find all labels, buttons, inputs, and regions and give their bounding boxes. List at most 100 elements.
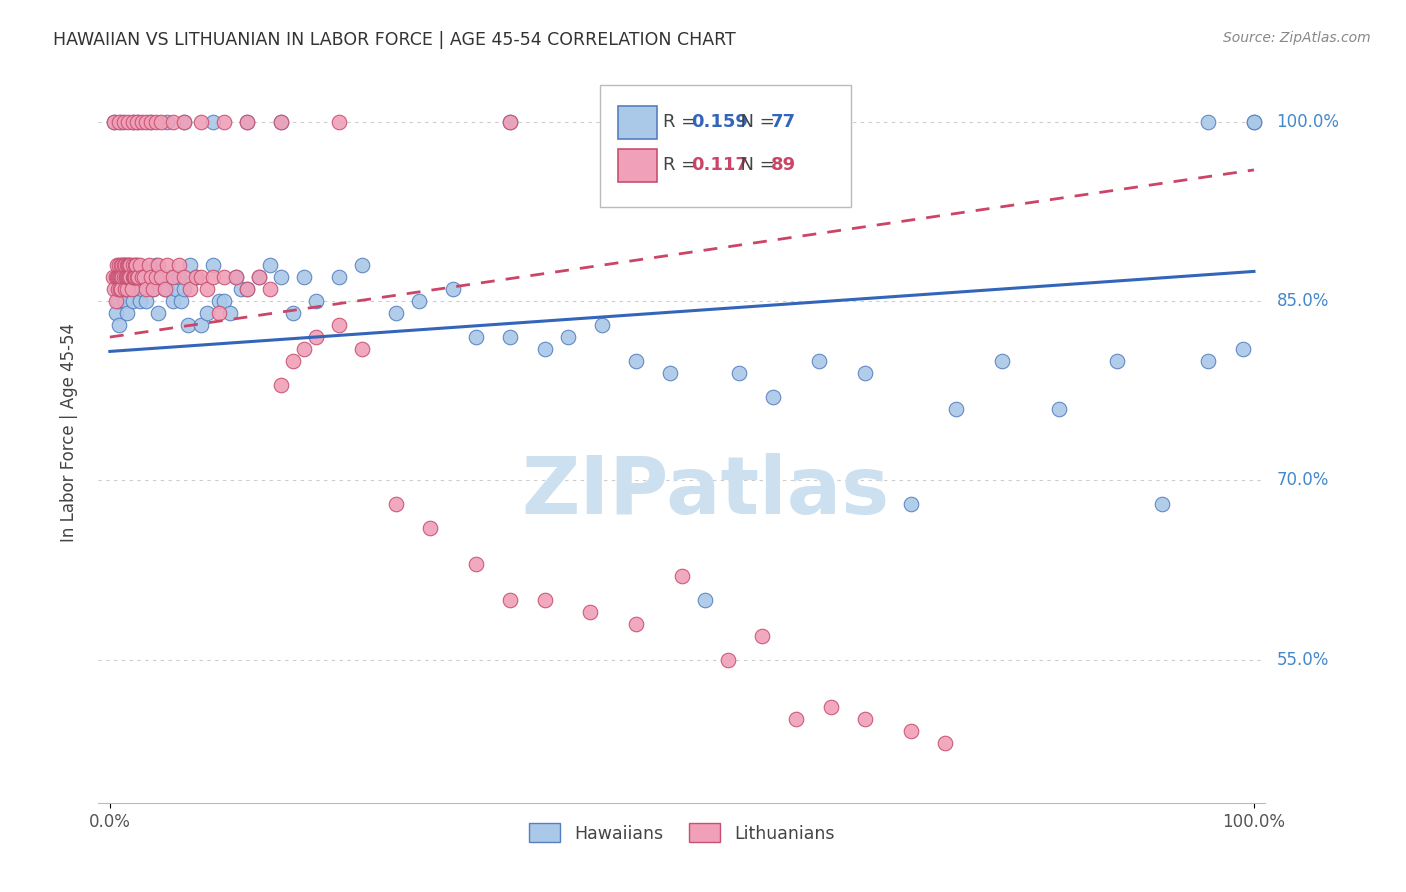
Point bbox=[156, 282, 179, 296]
Point bbox=[110, 282, 132, 296]
Point bbox=[117, 115, 139, 129]
Point bbox=[115, 306, 138, 320]
Point bbox=[110, 282, 132, 296]
Point bbox=[465, 557, 488, 571]
Point bbox=[150, 270, 173, 285]
Point bbox=[112, 115, 135, 129]
Point bbox=[176, 318, 198, 333]
Point bbox=[135, 294, 157, 309]
Point bbox=[117, 270, 139, 285]
Point bbox=[145, 270, 167, 285]
Point bbox=[120, 270, 142, 285]
Point bbox=[201, 259, 224, 273]
Point bbox=[131, 282, 153, 296]
Point bbox=[122, 270, 145, 285]
Point bbox=[934, 736, 956, 750]
Text: 0.159: 0.159 bbox=[692, 113, 748, 131]
Point bbox=[1152, 497, 1174, 511]
Point bbox=[167, 259, 190, 273]
Point bbox=[190, 115, 212, 129]
FancyBboxPatch shape bbox=[617, 106, 658, 138]
Point bbox=[121, 115, 143, 129]
Point bbox=[624, 354, 647, 368]
Point bbox=[162, 270, 184, 285]
Point bbox=[111, 270, 134, 285]
Point bbox=[259, 282, 281, 296]
Text: N =: N = bbox=[728, 156, 780, 174]
Point bbox=[142, 282, 165, 296]
Point bbox=[671, 569, 693, 583]
Point bbox=[135, 115, 157, 129]
Point bbox=[115, 259, 138, 273]
Point bbox=[153, 282, 176, 296]
Point bbox=[124, 270, 146, 285]
Point bbox=[107, 294, 129, 309]
Point bbox=[305, 330, 328, 344]
Point bbox=[110, 270, 132, 285]
Point bbox=[134, 270, 156, 285]
Text: 89: 89 bbox=[770, 156, 796, 174]
Point bbox=[292, 270, 315, 285]
Point bbox=[107, 282, 129, 296]
Point bbox=[195, 306, 218, 320]
Text: 0.117: 0.117 bbox=[692, 156, 748, 174]
Point bbox=[1243, 115, 1265, 129]
Point bbox=[190, 318, 212, 333]
Point bbox=[785, 712, 807, 726]
Text: R =: R = bbox=[664, 113, 702, 131]
Text: 70.0%: 70.0% bbox=[1277, 471, 1329, 490]
Point bbox=[762, 390, 785, 404]
Point bbox=[128, 294, 150, 309]
Point bbox=[121, 115, 143, 129]
Point bbox=[270, 115, 292, 129]
Point bbox=[1049, 401, 1071, 416]
Point bbox=[328, 318, 350, 333]
Text: 85.0%: 85.0% bbox=[1277, 293, 1329, 310]
Point bbox=[1232, 342, 1254, 356]
Point bbox=[900, 724, 922, 739]
Point bbox=[1105, 354, 1128, 368]
Point bbox=[499, 115, 522, 129]
Point bbox=[118, 259, 141, 273]
Text: 100.0%: 100.0% bbox=[1277, 113, 1340, 131]
Point bbox=[162, 294, 184, 309]
Point bbox=[108, 318, 131, 333]
Point bbox=[105, 270, 128, 285]
Point bbox=[728, 366, 751, 380]
FancyBboxPatch shape bbox=[617, 149, 658, 182]
Point bbox=[717, 652, 740, 666]
Point bbox=[259, 259, 281, 273]
Point bbox=[170, 294, 193, 309]
Point bbox=[127, 259, 149, 273]
Point bbox=[305, 294, 328, 309]
Point bbox=[167, 270, 190, 285]
Point bbox=[103, 270, 125, 285]
Point bbox=[214, 270, 236, 285]
Point bbox=[408, 294, 430, 309]
Point bbox=[190, 270, 212, 285]
Point bbox=[120, 259, 142, 273]
Point bbox=[162, 115, 184, 129]
Point bbox=[153, 282, 176, 296]
Point bbox=[131, 115, 153, 129]
Text: ZIPatlas: ZIPatlas bbox=[522, 453, 890, 531]
Point bbox=[225, 270, 247, 285]
Point bbox=[108, 282, 131, 296]
Point bbox=[236, 115, 259, 129]
Point bbox=[122, 270, 145, 285]
Point bbox=[231, 282, 253, 296]
Point bbox=[157, 270, 180, 285]
Point bbox=[121, 270, 143, 285]
Point bbox=[785, 115, 807, 129]
Point bbox=[125, 259, 148, 273]
Point bbox=[328, 270, 350, 285]
Text: Source: ZipAtlas.com: Source: ZipAtlas.com bbox=[1223, 31, 1371, 45]
Point bbox=[247, 270, 270, 285]
Point bbox=[108, 270, 131, 285]
Point bbox=[179, 282, 201, 296]
Point bbox=[270, 115, 292, 129]
Point bbox=[127, 115, 149, 129]
Point bbox=[127, 270, 149, 285]
Point bbox=[107, 270, 129, 285]
Point bbox=[900, 497, 922, 511]
